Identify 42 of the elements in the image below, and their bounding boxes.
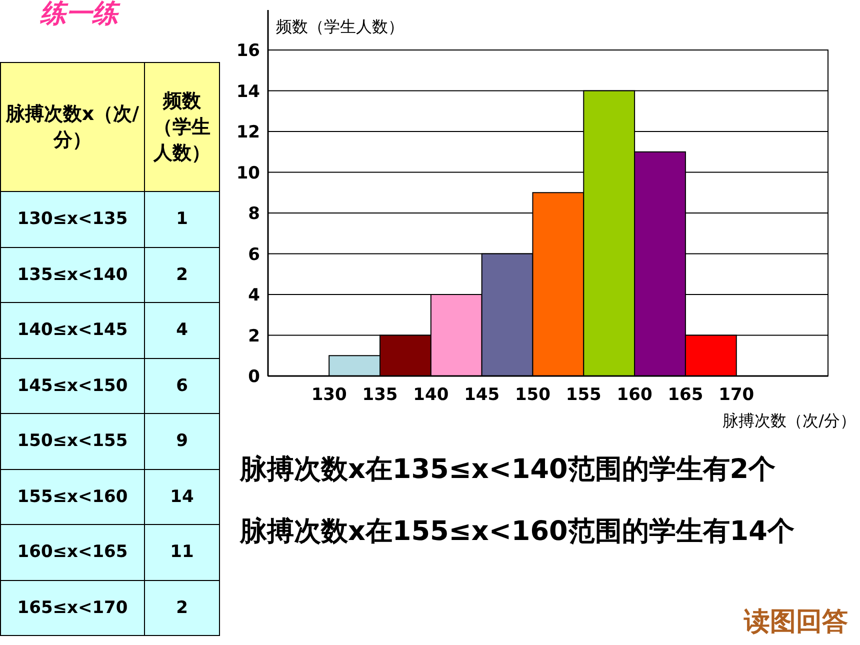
y-tick-label: 10	[236, 163, 260, 184]
data-label: 14	[144, 469, 220, 524]
data-label: 9	[144, 414, 220, 469]
x-tick-label: 150	[514, 385, 551, 405]
data-label: 6	[144, 358, 220, 414]
x-tick-label: 140	[413, 385, 449, 405]
y-axis-title: 频数（学生人数）	[276, 17, 404, 36]
category-label: 150≤x<155	[0, 414, 144, 469]
text: 脉搏次数x在155≤x<160范围的学生有14个	[239, 516, 794, 547]
data-label: 1	[144, 192, 220, 247]
category-label: 145≤x<150	[0, 358, 144, 414]
x-tick-label: 145	[464, 385, 500, 405]
category-label: 165≤x<170	[0, 580, 144, 636]
text: 脉搏次数x（次/分）	[0, 62, 144, 192]
text: 频数（学生人数）	[144, 62, 220, 192]
x-tick-label: 135	[362, 385, 398, 405]
x-tick-label: 165	[668, 385, 704, 405]
category-label: 135≤x<140	[0, 247, 144, 302]
y-tick-label: 4	[248, 286, 260, 306]
x-tick-label: 155	[566, 385, 602, 405]
data-label: 2	[144, 580, 220, 636]
x-tick-label: 160	[616, 385, 652, 405]
text: 练一练	[40, 0, 118, 31]
y-tick-label: 14	[236, 82, 260, 102]
y-tick-label: 8	[248, 204, 260, 224]
data-label: 11	[144, 524, 220, 580]
y-tick-label: 2	[248, 326, 260, 346]
x-tick-label: 130	[311, 385, 347, 405]
y-tick-label: 12	[236, 122, 260, 142]
category-label: 130≤x<135	[0, 192, 144, 247]
y-tick-label: 6	[248, 244, 260, 265]
data-label: 4	[144, 302, 220, 358]
x-tick-label: 170	[718, 385, 754, 405]
x-axis-title: 脉搏次数（次/分）	[722, 411, 856, 430]
category-label: 140≤x<145	[0, 302, 144, 358]
y-tick-label: 0	[248, 367, 260, 387]
category-label: 155≤x<160	[0, 469, 144, 524]
data-label: 2	[144, 247, 220, 302]
y-tick-label: 16	[236, 41, 260, 61]
text: 读图回答	[743, 607, 848, 637]
text: 脉搏次数x在135≤x<140范围的学生有2个	[239, 454, 776, 485]
category-label: 160≤x<165	[0, 524, 144, 580]
